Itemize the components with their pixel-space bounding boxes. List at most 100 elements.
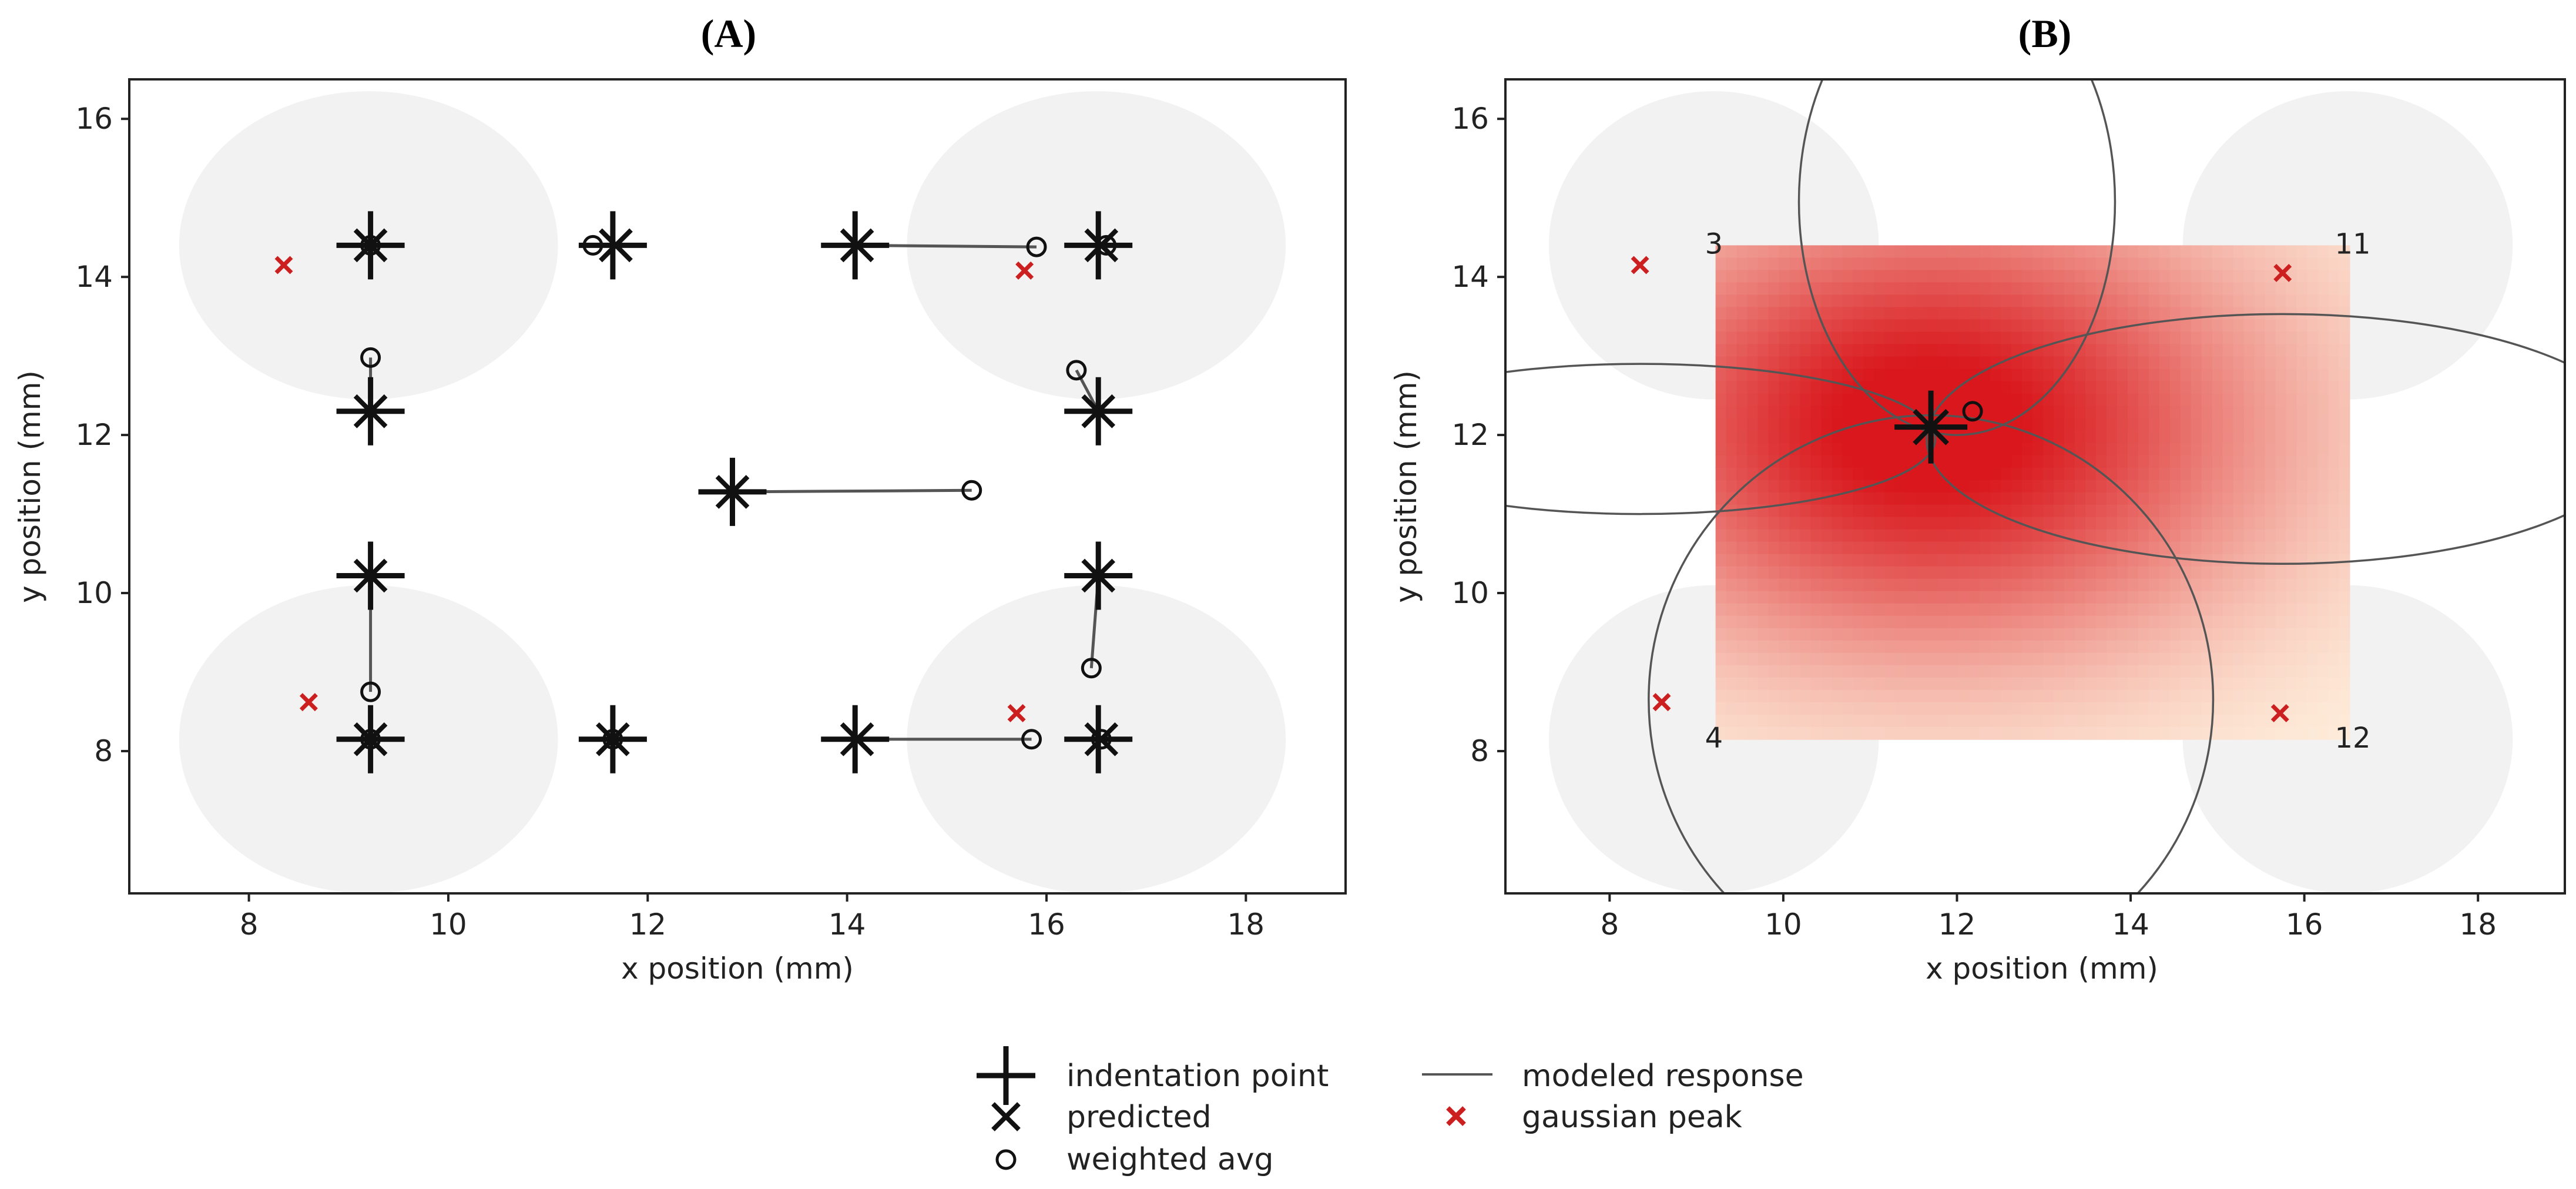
heatmap-cell: [2138, 591, 2149, 604]
heatmap-cell: [1927, 566, 1938, 580]
heatmap-cell: [2148, 640, 2160, 654]
heatmap-cell: [2201, 418, 2213, 431]
heatmap-cell: [2064, 566, 2075, 580]
heatmap-cell: [1800, 726, 1812, 740]
heatmap-cell: [2032, 492, 2044, 505]
heatmap-cell: [2265, 282, 2276, 296]
heatmap-cell: [2317, 615, 2329, 629]
heatmap-cell: [1768, 504, 1780, 518]
heatmap-cell: [2275, 369, 2287, 382]
heatmap-cell: [2201, 455, 2213, 468]
heatmap-cell: [1884, 381, 1896, 394]
heatmap-cell: [2074, 689, 2086, 703]
heatmap-cell: [1853, 541, 1864, 555]
heatmap-cell: [1736, 245, 1748, 259]
heatmap-cell: [1874, 319, 1886, 333]
heatmap-cell: [2001, 702, 2012, 715]
heatmap-cell: [1937, 369, 1949, 382]
heatmap-cell: [1863, 418, 1875, 431]
panel-a-y-tick-label: 10: [75, 576, 113, 610]
heatmap-cell: [1884, 492, 1896, 505]
heatmap-cell: [2243, 603, 2255, 617]
heatmap-cell: [2328, 393, 2340, 407]
heatmap-cell: [2233, 443, 2245, 456]
heatmap-cell: [2286, 467, 2297, 481]
heatmap-cell: [2169, 418, 2181, 431]
heatmap-cell: [1990, 344, 2002, 357]
heatmap-cell: [1832, 406, 1843, 419]
heatmap-cell: [2095, 480, 2107, 493]
heatmap-cell: [1853, 319, 1864, 333]
heatmap-cell: [1768, 541, 1780, 555]
heatmap-cell: [1937, 245, 1949, 259]
heatmap-cell: [2159, 319, 2171, 333]
heatmap-cell: [1726, 270, 1738, 283]
heatmap-cell: [2265, 628, 2276, 641]
heatmap-cell: [1736, 541, 1748, 555]
heatmap-cell: [2022, 418, 2034, 431]
heatmap-cell: [2328, 270, 2340, 283]
heatmap-cell: [2307, 356, 2319, 370]
heatmap-cell: [1821, 689, 1833, 703]
heatmap-cell: [1980, 455, 1991, 468]
heatmap-cell: [2001, 578, 2012, 592]
heatmap-cell: [1906, 480, 1917, 493]
heatmap-cell: [2106, 726, 2118, 740]
heatmap-cell: [1895, 541, 1907, 555]
modeled-response-curve: [1505, 363, 1937, 515]
heatmap-cell: [2001, 245, 2012, 259]
heatmap-cell: [2201, 677, 2213, 691]
heatmap-cell: [1863, 640, 1875, 654]
heatmap-cell: [1895, 369, 1907, 382]
heatmap-cell: [1980, 517, 1991, 530]
heatmap-cell: [1906, 578, 1917, 592]
heatmap-cell: [1969, 578, 1981, 592]
heatmap-cell: [2296, 406, 2308, 419]
heatmap-cell: [2011, 628, 2023, 641]
heatmap-cell: [1832, 430, 1843, 444]
heatmap-cell: [2339, 307, 2350, 320]
heatmap-cell: [2286, 714, 2297, 728]
heatmap-cell: [2180, 294, 2192, 308]
heatmap-cell: [1937, 517, 1949, 530]
heatmap-cell: [2001, 689, 2012, 703]
heatmap-cell: [1768, 615, 1780, 629]
heatmap-cell: [1842, 689, 1854, 703]
heatmap-cell: [2022, 504, 2034, 518]
heatmap-cell: [1916, 517, 1928, 530]
heatmap-cell: [1906, 270, 1917, 283]
heatmap-cell: [2095, 591, 2107, 604]
heatmap-cell: [2106, 603, 2118, 617]
heatmap-cell: [2001, 282, 2012, 296]
heatmap-cell: [2328, 467, 2340, 481]
heatmap-cell: [2275, 356, 2287, 370]
heatmap-cell: [1906, 344, 1917, 357]
heatmap-cell: [2001, 307, 2012, 320]
heatmap-cell: [2022, 282, 2034, 296]
heatmap-cell: [1821, 714, 1833, 728]
heatmap-cell: [1874, 455, 1886, 468]
heatmap-cell: [2148, 282, 2160, 296]
heatmap-cell: [2148, 492, 2160, 505]
heatmap-cell: [2286, 430, 2297, 444]
heatmap-cell: [2191, 257, 2202, 271]
heatmap-cell: [2138, 504, 2149, 518]
heatmap-cell: [1757, 455, 1769, 468]
heatmap-cell: [2317, 665, 2329, 678]
heatmap-cell: [1768, 443, 1780, 456]
heatmap-cell: [1800, 615, 1812, 629]
heatmap-cell: [1980, 443, 1991, 456]
heatmap-cell: [2286, 455, 2297, 468]
heatmap-cell: [2138, 541, 2149, 555]
heatmap-cell: [1832, 307, 1843, 320]
heatmap-cell: [2212, 257, 2223, 271]
heatmap-cell: [2011, 726, 2023, 740]
heatmap-cell: [1906, 652, 1917, 666]
heatmap-cell: [2307, 467, 2319, 481]
heatmap-cell: [2265, 677, 2276, 691]
heatmap-cell: [1916, 270, 1928, 283]
heatmap-cell: [1990, 467, 2002, 481]
heatmap-cell: [1969, 529, 1981, 542]
heatmap-cell: [1715, 257, 1727, 271]
heatmap-cell: [2159, 578, 2171, 592]
